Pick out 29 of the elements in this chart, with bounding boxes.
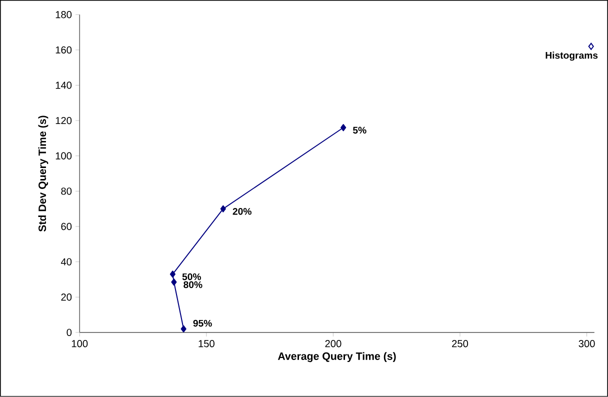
y-tick-label: 20 bbox=[61, 294, 72, 301]
y-tick-label: 100 bbox=[56, 152, 72, 160]
y-axis-title: Std Dev Query Time (s) bbox=[38, 116, 48, 232]
y-tick-label: 160 bbox=[56, 46, 72, 54]
x-tick-label: 150 bbox=[198, 340, 214, 348]
annotation: 80% bbox=[184, 281, 202, 288]
point bbox=[171, 278, 177, 286]
annotation: 5% bbox=[352, 126, 366, 134]
annotation: 20% bbox=[232, 208, 252, 215]
point bbox=[180, 325, 186, 333]
y-tick-label: 180 bbox=[56, 11, 72, 18]
x-axis-title: Average Query Time (s) bbox=[278, 352, 396, 362]
annotation: 95% bbox=[193, 320, 212, 327]
point bbox=[588, 42, 594, 50]
point bbox=[220, 205, 226, 212]
x-tick-label: 100 bbox=[72, 340, 88, 348]
x-tick-label: 250 bbox=[452, 340, 468, 348]
y-tick-label: 0 bbox=[66, 328, 72, 336]
y-tick-label: 80 bbox=[61, 188, 72, 195]
point bbox=[170, 270, 176, 278]
y-tick-label: 120 bbox=[56, 117, 72, 124]
x-tick-label: 200 bbox=[325, 340, 342, 348]
annotation: Histograms bbox=[546, 52, 598, 61]
y-tick-label: 140 bbox=[56, 82, 72, 89]
x-tick-label: 300 bbox=[578, 340, 595, 348]
point bbox=[340, 124, 346, 132]
annotation: 50% bbox=[182, 273, 202, 280]
y-tick-label: 60 bbox=[61, 223, 72, 230]
y-tick-label: 40 bbox=[60, 258, 72, 266]
